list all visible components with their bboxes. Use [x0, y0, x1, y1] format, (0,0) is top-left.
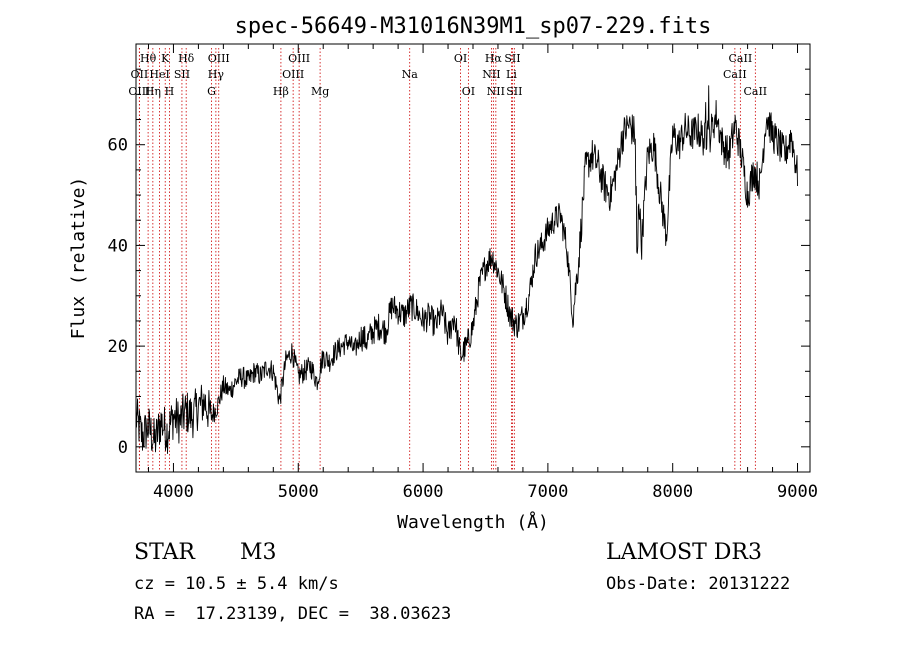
line-label: CaII: [723, 68, 747, 81]
line-label: OII: [131, 68, 149, 81]
line-label: Hα: [485, 52, 503, 65]
line-label: HeI: [149, 68, 169, 81]
redshift-velocity: cz = 10.5 ± 5.4 km/s: [134, 574, 339, 594]
observation-date: Obs-Date: 20131222: [606, 574, 791, 594]
line-label: SII: [506, 85, 522, 98]
line-label: Hγ: [208, 68, 225, 81]
line-label: NII: [487, 85, 505, 98]
line-label: OI: [462, 85, 475, 98]
x-tick-label: 5000: [278, 482, 319, 502]
y-tick-label: 60: [108, 136, 128, 156]
x-axis-label: Wavelength (Å): [397, 511, 549, 533]
spectrum-series: [135, 85, 798, 454]
line-label: Hη: [145, 85, 161, 98]
coordinates: RA = 17.23139, DEC = 38.03623: [134, 604, 452, 624]
x-axis: 4000 5000 6000 7000 8000 9000: [147, 44, 818, 502]
line-label: OIII: [208, 52, 230, 65]
line-label: Li: [506, 68, 517, 81]
line-label: SII: [504, 52, 520, 65]
line-label: OIII: [128, 85, 150, 98]
line-label: CaII: [743, 85, 767, 98]
line-label: NII: [482, 68, 500, 81]
line-label: H: [165, 85, 175, 98]
line-label: Hβ: [273, 85, 289, 98]
subclass: M3: [240, 540, 277, 565]
y-tick-label: 0: [118, 438, 128, 458]
emission-line-markers: [138, 48, 756, 472]
line-label: Hθ: [140, 52, 157, 65]
y-axis: 0 20 40 60: [108, 68, 810, 473]
chart-title: spec-56649-M31016N39M1_sp07-229.fits: [235, 14, 712, 39]
x-tick-label: 4000: [153, 482, 194, 502]
line-label: OIII: [282, 68, 304, 81]
line-label: Na: [402, 68, 419, 81]
y-axis-label: Flux (relative): [68, 177, 89, 340]
line-label: Mg: [311, 85, 329, 98]
y-tick-label: 20: [108, 337, 128, 357]
line-label: OIII: [288, 52, 310, 65]
line-label: K: [161, 52, 170, 65]
line-label: Hδ: [178, 52, 195, 65]
x-tick-label: 8000: [652, 482, 693, 502]
line-label: SII: [174, 68, 190, 81]
x-tick-label: 6000: [403, 482, 444, 502]
line-label: CaII: [729, 52, 753, 65]
line-label: G: [207, 85, 216, 98]
x-tick-label: 7000: [527, 482, 568, 502]
x-tick-label: 9000: [777, 482, 818, 502]
object-class: STAR: [134, 540, 195, 565]
line-label: OI: [454, 52, 467, 65]
y-tick-label: 40: [108, 236, 128, 256]
spectrum-line: [135, 85, 798, 454]
survey-name: LAMOST DR3: [606, 540, 762, 565]
